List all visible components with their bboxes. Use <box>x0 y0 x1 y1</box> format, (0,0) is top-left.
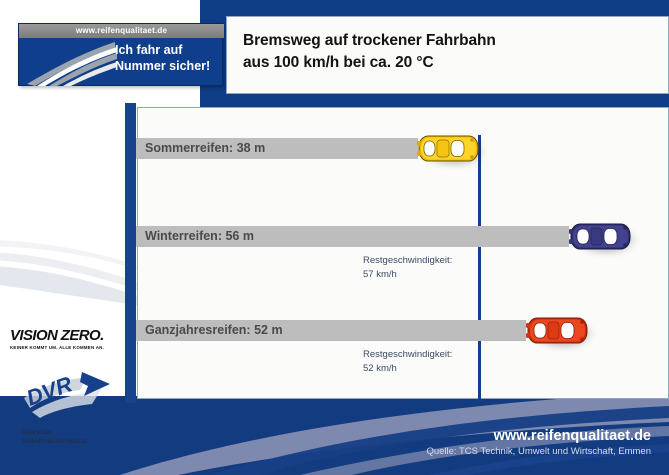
annotation-winterreifen-line2: 57 km/h <box>363 268 397 280</box>
car-top-view-icon-winterreifen <box>569 220 632 254</box>
dvr-caption: Deutscher Verkehrssicherheitsrat <box>22 428 122 446</box>
reference-line-summer <box>478 135 481 399</box>
brand-slogan-line2: Nummer sicher! <box>115 59 211 73</box>
brand-logo-url: www.reifenqualitaet.de <box>75 26 168 35</box>
decorative-swoosh-bottom <box>0 396 669 475</box>
page-title: Bremsweg auf trockener Fahrbahn aus 100 … <box>243 30 663 74</box>
vision-zero-logo: VISION ZERO. KEINER KOMMT UM. ALLE KOMME… <box>10 328 120 350</box>
annotation-winterreifen-line1: Restgeschwindigkeit: <box>363 255 453 266</box>
page-title-line1: Bremsweg auf trockener Fahrbahn <box>243 32 496 49</box>
bar-label-winterreifen: Winterreifen: 56 m <box>145 229 254 243</box>
dvr-caption-line2: Verkehrssicherheitsrat <box>22 438 87 445</box>
bar-ganzjahresreifen <box>136 320 526 341</box>
highway-lines-icon <box>25 40 117 86</box>
vision-zero-tagline: KEINER KOMMT UM. ALLE KOMMEN AN. <box>10 345 105 350</box>
annotation-ganzjahresreifen-line2: 52 km/h <box>363 362 397 374</box>
brand-logo-url-band: www.reifenqualitaet.de <box>19 24 224 38</box>
dvr-caption-line1: Deutscher <box>22 429 52 436</box>
annotation-ganzjahresreifen-line1: Restgeschwindigkeit: <box>363 349 453 360</box>
car-top-view-icon-ganzjahresreifen <box>526 314 589 348</box>
bar-label-sommerreifen: Sommerreifen: 38 m <box>145 141 266 155</box>
brand-slogan-line1: Ich fahr auf <box>115 43 183 57</box>
bar-winterreifen <box>136 226 569 247</box>
chart-baseline-axis <box>125 103 136 403</box>
bar-sommerreifen <box>136 138 418 159</box>
annotation-winterreifen: Restgeschwindigkeit: 57 km/h <box>363 254 452 281</box>
footer-source: Quelle: TCS Technik, Umwelt und Wirtscha… <box>426 446 651 457</box>
vision-zero-wordmark: VISION ZERO. <box>10 327 104 344</box>
footer-url[interactable]: www.reifenqualitaet.de <box>493 428 651 444</box>
footer: www.reifenqualitaet.de Quelle: TCS Techn… <box>426 428 651 459</box>
headline-panel <box>226 16 669 94</box>
annotation-ganzjahresreifen: Restgeschwindigkeit: 52 km/h <box>363 348 452 375</box>
brand-slogan: Ich fahr auf Nummer sicher! <box>115 42 221 74</box>
bar-label-ganzjahresreifen: Ganzjahresreifen: 52 m <box>145 323 283 337</box>
brand-logo[interactable]: www.reifenqualitaet.de Ich fahr auf Numm… <box>18 23 224 86</box>
dvr-arrow-icon: DVR <box>18 368 114 420</box>
car-top-view-icon-sommerreifen <box>417 132 480 166</box>
braking-distance-chart: Sommerreifen: 38 m Winterreifen: <box>136 107 669 399</box>
page-title-line2: aus 100 km/h bei ca. 20 °C <box>243 54 434 71</box>
